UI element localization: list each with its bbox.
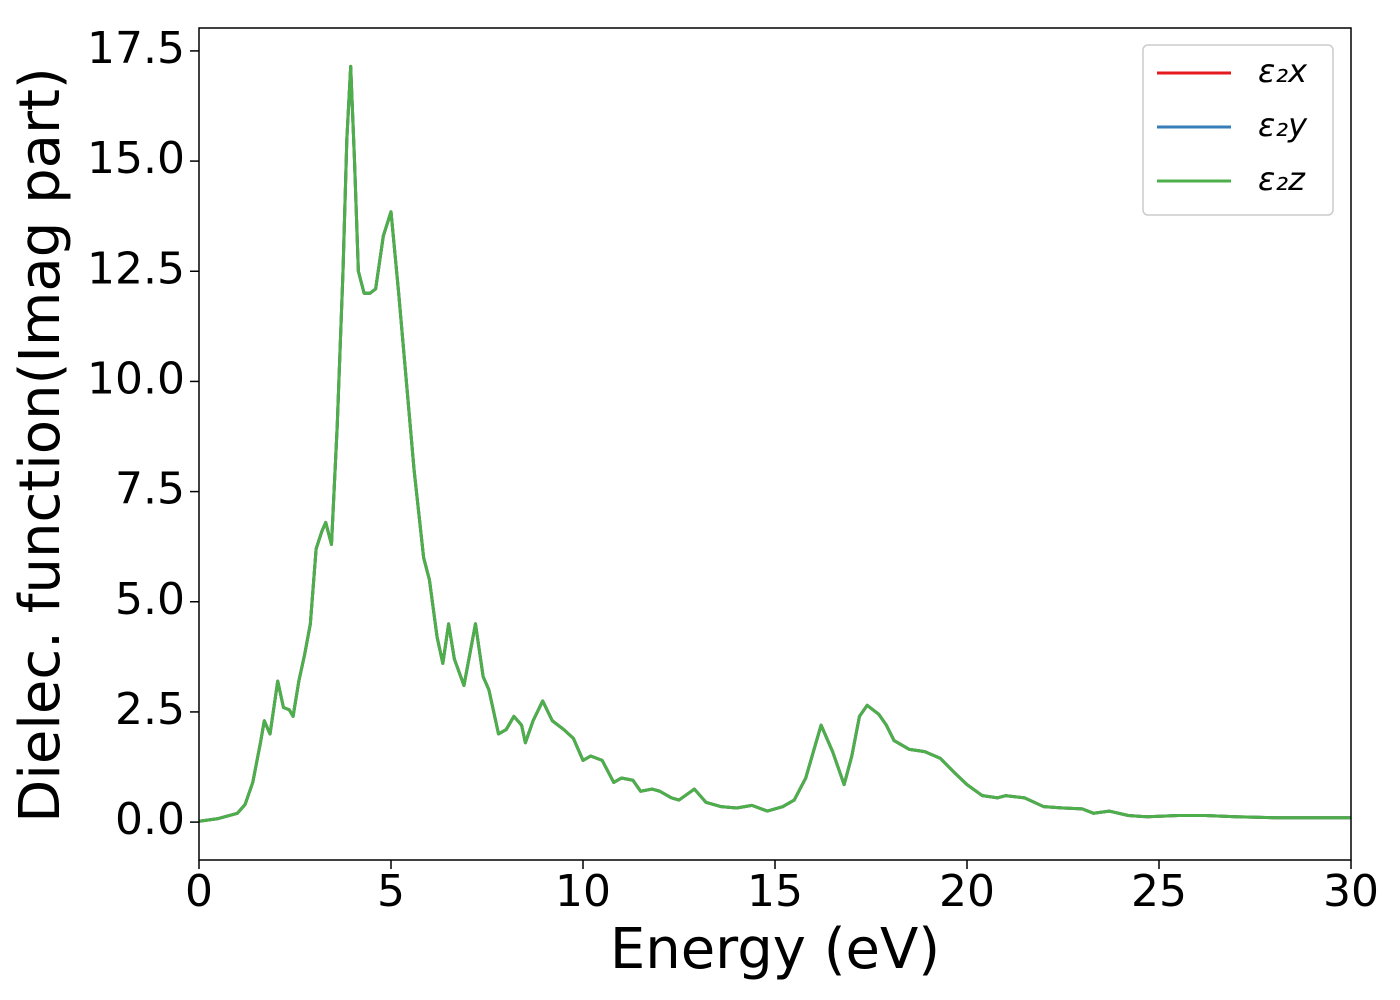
y-tick-label: 5.0 xyxy=(115,574,185,625)
legend-label: ε₂z xyxy=(1258,160,1306,198)
y-tick-label: 15.0 xyxy=(87,133,185,184)
y-tick-label: 10.0 xyxy=(87,353,185,404)
x-tick-label: 10 xyxy=(555,866,611,917)
y-tick-label: 2.5 xyxy=(115,684,185,735)
x-tick-label: 30 xyxy=(1323,866,1379,917)
y-tick-label: 17.5 xyxy=(87,23,185,74)
y-tick-label: 0.0 xyxy=(115,794,185,845)
y-tick-label: 12.5 xyxy=(87,243,185,294)
x-tick-label: 15 xyxy=(747,866,803,917)
x-tick-label: 20 xyxy=(939,866,995,917)
x-tick-label: 5 xyxy=(377,866,405,917)
x-axis-label: Energy (eV) xyxy=(610,917,940,982)
series-line xyxy=(199,64,1351,823)
plot-frame xyxy=(198,27,1352,861)
x-tick-label: 25 xyxy=(1131,866,1187,917)
plot-lines xyxy=(199,64,1351,823)
x-tick-label: 0 xyxy=(185,866,213,917)
y-axis-label: Dielec. function(Imag part) xyxy=(8,67,73,823)
y-tick-label: 7.5 xyxy=(115,464,185,515)
legend-label: ε₂x xyxy=(1258,52,1308,90)
legend-label: ε₂y xyxy=(1258,106,1308,144)
legend-box xyxy=(1142,44,1334,216)
